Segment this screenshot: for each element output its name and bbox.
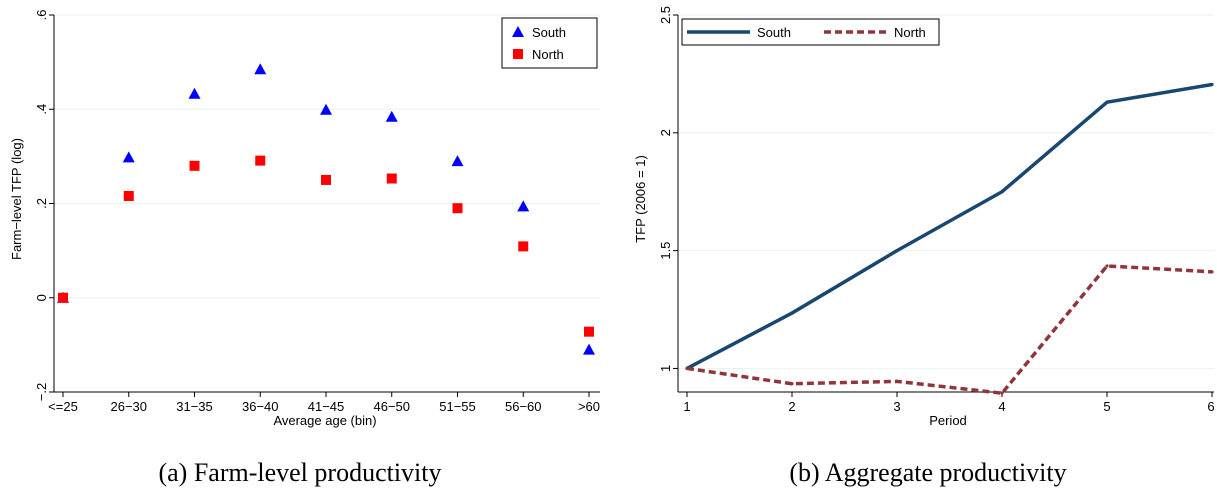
chart-b-point-north bbox=[1000, 391, 1004, 395]
chart-a-point-north bbox=[321, 174, 331, 185]
chart-b-xtick-label: 1 bbox=[683, 399, 690, 414]
chart-a-ytick-label: −.2 bbox=[34, 383, 49, 401]
chart-a-axes: −.2 0 .2 .4 .6 <=25 26−30 31−35 36−40 41−45 46−50 5… bbox=[34, 10, 600, 414]
chart-a-point-north bbox=[123, 190, 134, 201]
chart-a-point-south bbox=[320, 103, 332, 115]
chart-a: −.2 0 .2 .4 .6 <=25 26−30 31−35 36−40 41−45 46−50 5… bbox=[9, 10, 600, 487]
chart-b-xlabel: Period bbox=[929, 413, 967, 428]
chart-b-point-north bbox=[1105, 264, 1109, 268]
chart-b-point-north bbox=[790, 382, 794, 386]
chart-a-legend-marker bbox=[513, 49, 523, 59]
chart-b-legend-label: North bbox=[894, 25, 926, 40]
chart-a-point-north bbox=[518, 241, 529, 252]
chart-a-xtick-label: 26−30 bbox=[110, 399, 147, 414]
chart-a-point-south bbox=[385, 110, 398, 122]
chart-b-caption: (b) Aggregate productivity bbox=[789, 458, 1066, 487]
chart-a-ylabel: Farm−level TFP (log) bbox=[9, 138, 24, 260]
chart-a-point-north bbox=[189, 160, 200, 171]
chart-a-xlabel: Average age (bin) bbox=[273, 413, 376, 428]
chart-b-ytick-label: 2.5 bbox=[658, 6, 673, 24]
chart-a-point-south bbox=[122, 151, 135, 163]
chart-b-ytick-label: 1 bbox=[658, 365, 673, 372]
chart-b-point-north bbox=[685, 366, 689, 371]
chart-b-point-south bbox=[1000, 190, 1004, 194]
chart-a-caption: (a) Farm-level productivity bbox=[158, 458, 441, 487]
chart-a-ytick-label: .2 bbox=[34, 198, 49, 209]
chart-b-point-north bbox=[895, 379, 899, 383]
chart-a-point-south bbox=[451, 155, 464, 167]
chart-a-point-south bbox=[583, 343, 595, 355]
chart-a-point-north bbox=[386, 173, 397, 184]
chart-a-xtick-label: <=25 bbox=[48, 399, 78, 414]
chart-a-grid bbox=[54, 14, 600, 393]
chart-b-line-north bbox=[686, 264, 1213, 395]
chart-a-xtick-label: 51−55 bbox=[439, 399, 476, 414]
chart-b-line-south bbox=[686, 82, 1213, 370]
chart-a-ytick-label: 0 bbox=[34, 294, 49, 301]
chart-b-legend-label: South bbox=[757, 25, 791, 40]
chart-a-legend: South North bbox=[501, 17, 598, 69]
chart-a-point-north bbox=[584, 326, 594, 337]
chart-a-point-north bbox=[255, 155, 266, 166]
chart-a-point-south bbox=[188, 87, 201, 99]
chart-b-legend: South North bbox=[681, 18, 940, 46]
chart-b-axes: 1 1.5 2 2.5 1 2 3 4 5 6 bbox=[658, 6, 1215, 414]
chart-b-xtick-label: 6 bbox=[1207, 399, 1214, 414]
chart-a-legend-label: South bbox=[532, 25, 566, 40]
chart-a-point-south bbox=[517, 200, 530, 212]
chart-a-point-south bbox=[254, 63, 267, 75]
chart-a-xtick-label: 41−45 bbox=[308, 399, 345, 414]
chart-a-xtick-label: >60 bbox=[578, 399, 600, 414]
chart-b-xtick-label: 3 bbox=[893, 399, 900, 414]
chart-a-point-north bbox=[58, 292, 68, 303]
chart-a-xtick-label: 31−35 bbox=[176, 399, 213, 414]
chart-a-ytick-label: .6 bbox=[34, 10, 49, 21]
chart-b-ytick-label: 1.5 bbox=[658, 242, 673, 260]
chart-a-legend-label: North bbox=[532, 47, 564, 62]
chart-a-point-north bbox=[452, 203, 463, 214]
chart-a-xtick-label: 46−50 bbox=[373, 399, 410, 414]
chart-b-point-north bbox=[1210, 270, 1214, 274]
chart-a-xtick-label: 56−60 bbox=[505, 399, 542, 414]
chart-b: 1 1.5 2 2.5 1 2 3 4 5 6 Period TFP (2006 = 1) Sou… bbox=[633, 6, 1215, 487]
chart-b-marks bbox=[685, 82, 1214, 395]
chart-b-point-south bbox=[895, 249, 899, 253]
chart-b-point-south bbox=[1105, 100, 1109, 104]
chart-a-marks bbox=[57, 63, 595, 355]
chart-b-point-south bbox=[1210, 82, 1214, 87]
chart-b-point-south bbox=[790, 311, 794, 315]
chart-b-xtick-label: 2 bbox=[788, 399, 795, 414]
chart-b-ytick-label: 2 bbox=[658, 129, 673, 136]
chart-b-grid bbox=[678, 14, 1214, 369]
chart-a-ytick-label: .4 bbox=[34, 104, 49, 115]
chart-b-xtick-label: 4 bbox=[998, 399, 1005, 414]
chart-b-xtick-label: 5 bbox=[1103, 399, 1110, 414]
chart-a-legend-marker bbox=[512, 26, 524, 37]
chart-a-xtick-label: 36−40 bbox=[242, 399, 279, 414]
chart-b-ylabel: TFP (2006 = 1) bbox=[633, 155, 648, 243]
